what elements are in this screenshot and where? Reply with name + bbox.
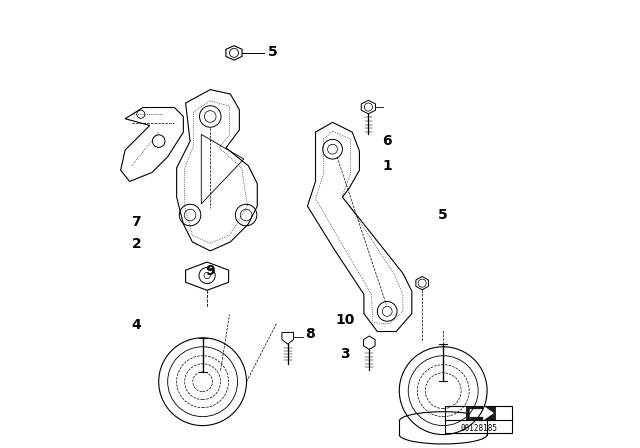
Text: 5: 5 — [268, 44, 278, 59]
Text: 10: 10 — [335, 313, 355, 327]
Text: 9: 9 — [205, 264, 215, 278]
Text: 00128185: 00128185 — [461, 424, 497, 433]
Text: 1: 1 — [382, 159, 392, 173]
Text: 8: 8 — [305, 327, 315, 341]
Text: 7: 7 — [131, 215, 141, 229]
Text: 6: 6 — [382, 134, 392, 148]
Text: 2: 2 — [131, 237, 141, 251]
Polygon shape — [470, 406, 493, 420]
Polygon shape — [467, 406, 495, 420]
Text: 4: 4 — [131, 318, 141, 332]
Text: 3: 3 — [340, 347, 349, 361]
Text: 5: 5 — [438, 208, 448, 222]
